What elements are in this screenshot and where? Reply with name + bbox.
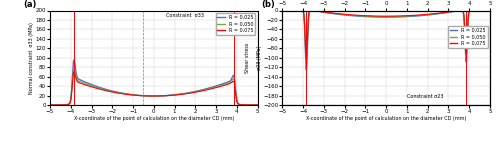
Y-axis label: Normal constraint  σ33 (MPa): Normal constraint σ33 (MPa) (29, 22, 34, 94)
Y-axis label: σ23 (MPa): σ23 (MPa) (257, 45, 262, 70)
Legend: R = 0,025, R = 0,050, R = 0,075: R = 0,025, R = 0,050, R = 0,075 (448, 26, 488, 48)
Text: Shear stress: Shear stress (246, 43, 250, 73)
Legend: R = 0,025, R = 0,050, R = 0,075: R = 0,025, R = 0,050, R = 0,075 (216, 13, 255, 35)
Text: Constraint  σ33: Constraint σ33 (166, 13, 204, 18)
X-axis label: X-coordinate of the point of calculation on the diameter CD (mm): X-coordinate of the point of calculation… (306, 116, 466, 121)
X-axis label: X-coordinate of the point of calculation on the diameter CD (mm): X-coordinate of the point of calculation… (74, 116, 234, 121)
Text: Constraint σ23: Constraint σ23 (407, 94, 444, 99)
Text: (a): (a) (23, 0, 36, 9)
Text: (b): (b) (262, 0, 276, 9)
